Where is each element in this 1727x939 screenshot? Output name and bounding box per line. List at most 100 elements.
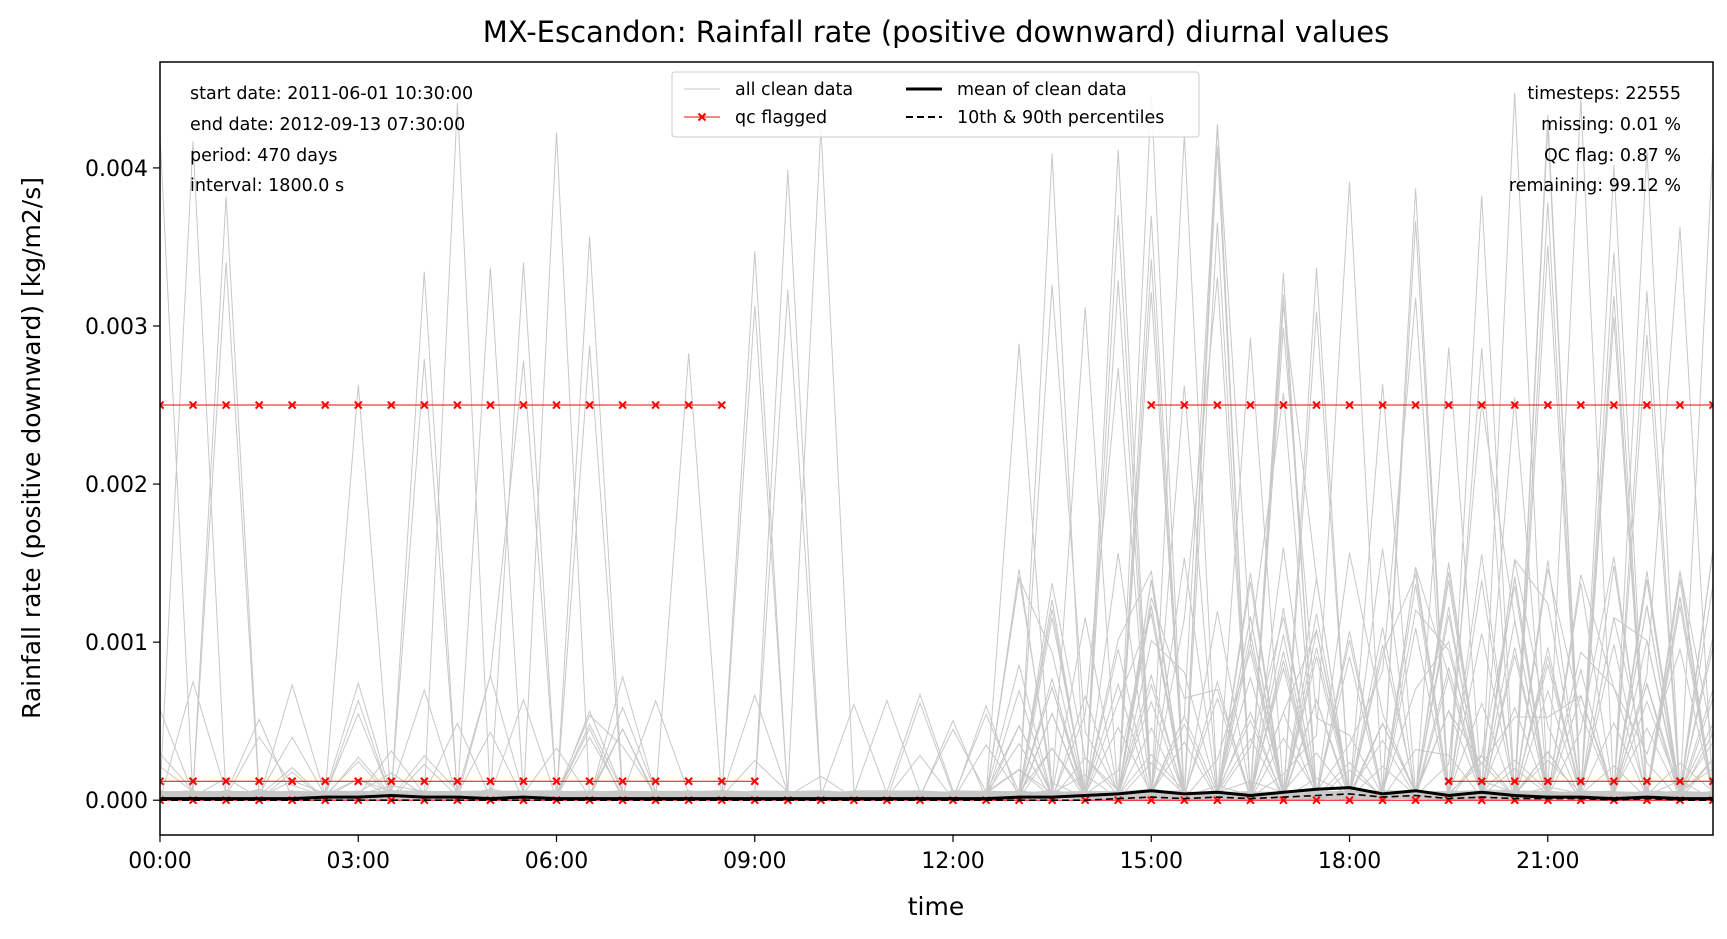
qc-flag-marker bbox=[717, 777, 726, 786]
qc-flag-marker bbox=[354, 777, 363, 786]
qc-flag-marker bbox=[618, 777, 627, 786]
qc-flag-marker bbox=[618, 400, 627, 410]
info-left: start date: 2011-06-01 10:30:00 end date… bbox=[190, 84, 473, 196]
qc-flag-marker bbox=[552, 400, 561, 410]
chart-title: MX-Escandon: Rainfall rate (positive dow… bbox=[483, 15, 1390, 49]
info-missing: missing: 0.01 % bbox=[1541, 115, 1681, 135]
legend-box bbox=[671, 71, 1200, 138]
y-tick-label: 0.003 bbox=[85, 315, 148, 340]
qc-flag-marker bbox=[1609, 400, 1619, 410]
qc-flag-marker bbox=[254, 777, 264, 786]
qc-flag-marker bbox=[254, 400, 264, 410]
info-timesteps: timesteps: 22555 bbox=[1527, 84, 1681, 104]
x-tick-label: 18:00 bbox=[1318, 849, 1381, 874]
qc-flag-marker bbox=[1576, 777, 1586, 786]
qc-flag-marker bbox=[1609, 777, 1619, 786]
qc-flag-marker bbox=[1213, 400, 1222, 410]
x-axis: 00:00 03:00 06:00 09:00 12:00 15:00 18:00 21:00 bbox=[128, 835, 1579, 874]
qc-flag-marker bbox=[420, 400, 429, 410]
qc-flag-marker bbox=[1411, 796, 1420, 805]
mean-line bbox=[160, 786, 1713, 801]
qc-flag-marker bbox=[287, 400, 297, 410]
percentile-line bbox=[160, 793, 1713, 802]
qc-flag-marker bbox=[1675, 777, 1685, 786]
qc-flag-marker bbox=[1180, 400, 1189, 410]
qc-flag-marker bbox=[552, 777, 561, 786]
y-tick-label: 0.004 bbox=[85, 157, 148, 182]
info-start-date: start date: 2011-06-01 10:30:00 bbox=[190, 84, 473, 104]
legend-qc-marker bbox=[697, 112, 707, 122]
info-period: period: 470 days bbox=[190, 146, 337, 166]
clean-data-trace bbox=[160, 651, 1713, 801]
y-axis-label: Rainfall rate (positive downward) [kg/m2… bbox=[17, 177, 46, 719]
info-qc-flag: QC flag: 0.87 % bbox=[1544, 146, 1681, 166]
qc-flag-marker bbox=[1708, 777, 1713, 786]
qc-flag-marker bbox=[188, 777, 198, 786]
qc-flag-marker bbox=[684, 400, 693, 410]
qc-flag-marker bbox=[1345, 796, 1354, 805]
x-tick-label: 12:00 bbox=[921, 849, 984, 874]
qc-flag-marker bbox=[221, 400, 231, 410]
qc-flag-marker bbox=[1378, 400, 1387, 410]
x-tick-label: 03:00 bbox=[327, 849, 390, 874]
qc-flag-marker bbox=[453, 777, 462, 786]
legend-percentile-label: 10th & 90th percentiles bbox=[957, 108, 1164, 128]
qc-flag-marker bbox=[1345, 400, 1354, 410]
qc-flag-marker bbox=[160, 400, 165, 410]
qc-flag-marker bbox=[1279, 400, 1288, 410]
y-tick-label: 0.000 bbox=[85, 789, 148, 814]
qc-flag-marker bbox=[1246, 400, 1255, 410]
qc-flag-marker bbox=[188, 400, 198, 410]
x-tick-label: 15:00 bbox=[1120, 849, 1183, 874]
info-end-date: end date: 2012-09-13 07:30:00 bbox=[190, 115, 465, 135]
qc-flag-marker bbox=[387, 777, 396, 786]
qc-flag-marker bbox=[1642, 777, 1652, 786]
qc-flag-marker bbox=[585, 400, 594, 410]
qc-flag-marker bbox=[519, 777, 528, 786]
statistic-lines bbox=[160, 786, 1713, 802]
qc-flag-marker bbox=[321, 400, 330, 410]
qc-flag-marker bbox=[717, 400, 726, 410]
x-tick-label: 21:00 bbox=[1516, 849, 1579, 874]
qc-flag-marker bbox=[1477, 400, 1486, 410]
qc-flag-marker bbox=[1312, 796, 1321, 805]
qc-flag-marker bbox=[387, 400, 396, 410]
qc-flag-marker bbox=[1708, 400, 1713, 410]
qc-flag-marker bbox=[519, 400, 528, 410]
qc-flag-marker bbox=[287, 777, 297, 786]
qc-flag-marker bbox=[1543, 400, 1552, 410]
legend-qc-label: qc flagged bbox=[735, 108, 827, 128]
qc-flag-marker bbox=[420, 777, 429, 786]
qc-flag-marker bbox=[651, 777, 660, 786]
qc-flagged-lines bbox=[160, 400, 1713, 805]
qc-flag-marker bbox=[1510, 777, 1519, 786]
qc-flag-marker bbox=[1444, 777, 1453, 786]
qc-flag-marker bbox=[354, 400, 363, 410]
qc-flag-marker bbox=[750, 777, 759, 786]
qc-flag-marker bbox=[1378, 796, 1387, 805]
qc-flag-marker bbox=[321, 777, 330, 786]
plot-area-frame bbox=[159, 61, 1714, 836]
qc-flag-marker bbox=[453, 400, 462, 410]
qc-flag-marker bbox=[486, 777, 495, 786]
qc-flag-marker bbox=[1279, 796, 1288, 805]
qc-flag-marker bbox=[651, 400, 660, 410]
qc-flag-marker bbox=[585, 777, 594, 786]
qc-flag-marker bbox=[1642, 400, 1652, 410]
qc-flag-marker bbox=[1312, 400, 1321, 410]
qc-flag-marker bbox=[160, 777, 165, 786]
clean-data-trace bbox=[160, 196, 1713, 800]
info-remaining: remaining: 99.12 % bbox=[1509, 176, 1681, 196]
qc-flag-marker bbox=[486, 400, 495, 410]
y-axis: 0.000 0.001 0.002 0.003 0.004 bbox=[85, 157, 160, 814]
qc-flag-marker bbox=[1477, 777, 1486, 786]
qc-flag-marker bbox=[221, 777, 231, 786]
y-tick-label: 0.002 bbox=[85, 473, 148, 498]
legend-mean-label: mean of clean data bbox=[957, 80, 1127, 100]
legend-clean-label: all clean data bbox=[735, 80, 853, 100]
qc-flag-marker bbox=[684, 777, 693, 786]
x-axis-label: time bbox=[908, 892, 964, 921]
x-tick-label: 09:00 bbox=[723, 849, 786, 874]
qc-flag-marker bbox=[1411, 400, 1420, 410]
qc-flag-marker bbox=[1510, 400, 1519, 410]
